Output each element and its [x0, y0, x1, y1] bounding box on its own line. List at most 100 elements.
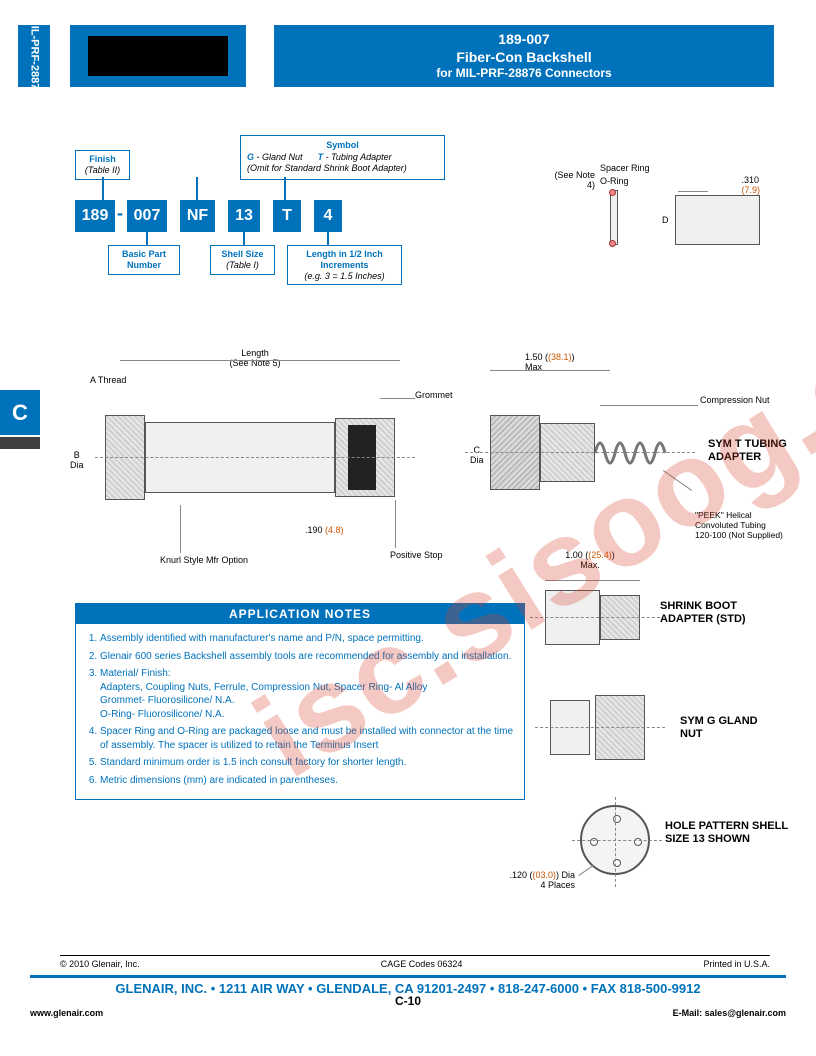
- builder-connector: [146, 232, 148, 246]
- section-tab-shadow: [0, 437, 40, 449]
- dim-100-max: Max.: [580, 560, 600, 570]
- hole-pattern-label: HOLE PATTERN SHELL SIZE 13 SHOWN: [665, 820, 795, 845]
- symbol-g-desc: - Gland Nut: [254, 152, 303, 162]
- footer-cage: CAGE Codes 06324: [381, 959, 463, 969]
- leader-line: [578, 865, 593, 876]
- builder-connector: [243, 232, 245, 246]
- finish-ref: (Table II): [85, 165, 120, 175]
- centerline: [95, 457, 415, 458]
- header-logo-bar: [70, 25, 246, 87]
- spacer-ring-diagram: (See Note 4) Spacer Ring O-Ring .310 (7.…: [550, 160, 780, 260]
- symbol-omit: (Omit for Standard Shrink Boot Adapter): [247, 163, 407, 173]
- builder-connector: [327, 232, 329, 246]
- shrink-boot-label: SHRINK BOOT ADAPTER (STD): [660, 600, 780, 625]
- app-note-1: Assembly identified with manufacturer's …: [100, 632, 516, 646]
- leader-line: [180, 505, 181, 553]
- footer-address: GLENAIR, INC. • 1211 AIR WAY • GLENDALE,…: [30, 975, 786, 996]
- leader-line: [600, 405, 698, 406]
- dim-150: 1.50 ((38.1)) Max: [525, 352, 575, 372]
- spacer-dim-mm: (7.9): [741, 185, 760, 195]
- app-notes-header: APPLICATION NOTES: [76, 604, 524, 624]
- centerline: [465, 452, 695, 453]
- app-note-6: Metric dimensions (mm) are indicated in …: [100, 774, 516, 788]
- code-symbol: T: [273, 200, 301, 232]
- dim-150-mm: (38.1): [548, 352, 572, 362]
- main-technical-diagram: A Thread Length (See Note 5) BDia Gromme…: [60, 360, 780, 610]
- dim-line: [490, 370, 610, 371]
- positive-stop-label: Positive Stop: [390, 550, 443, 560]
- footer-info-row: © 2010 Glenair, Inc. CAGE Codes 06324 Pr…: [60, 955, 770, 969]
- app-note-2: Glenair 600 series Backshell assembly to…: [100, 650, 516, 664]
- dim-190-in: .190: [305, 525, 323, 535]
- app-note-5: Standard minimum order is 1.5 inch consu…: [100, 756, 516, 770]
- centerline: [615, 797, 616, 887]
- sym-t-label: SYM T TUBING ADAPTER: [708, 438, 788, 463]
- application-notes: APPLICATION NOTES Assembly identified wi…: [75, 603, 525, 800]
- basic-part-box: Basic Part Number: [108, 245, 180, 275]
- spec-side-tab: MIL-PRF-28876: [18, 25, 50, 87]
- shell-size-ref: (Table I): [226, 260, 259, 270]
- code-basic: 007: [127, 200, 167, 232]
- finish-label: Finish: [89, 154, 116, 164]
- hole-dim-mm: (03.0): [532, 870, 556, 880]
- header-title-bar: 189-007 Fiber-Con Backshell for MIL-PRF-…: [274, 25, 774, 87]
- knurl-label: Knurl Style Mfr Option: [160, 555, 248, 565]
- hole-pattern-diagram: [580, 805, 650, 875]
- dim-100-mm: (25.4): [588, 550, 612, 560]
- finish-box: Finish (Table II): [75, 150, 130, 180]
- dim-100: 1.00 ((25.4)) Max.: [545, 550, 635, 570]
- o-ring-label: O-Ring: [600, 176, 629, 186]
- footer-contact-row: www.glenair.com E-Mail: sales@glenair.co…: [30, 1008, 786, 1018]
- dim-190-mm: (4.8): [325, 525, 344, 535]
- c-dia-label: CDia: [470, 445, 484, 465]
- centerline: [530, 617, 660, 618]
- spacer-ring-shape: [610, 190, 618, 245]
- code-shell: 13: [228, 200, 260, 232]
- centerline: [572, 840, 662, 841]
- sym-g-label: SYM G GLAND NUT: [680, 715, 780, 740]
- header-part-no: 189-007: [274, 31, 774, 49]
- length-label-group: Length (See Note 5): [215, 348, 295, 368]
- dim-190: .190 (4.8): [305, 525, 344, 535]
- symbol-box: Symbol G - Gland Nut T - Tubing Adapter …: [240, 135, 445, 180]
- builder-connector: [196, 177, 198, 200]
- centerline: [535, 727, 665, 728]
- code-dash: -: [117, 203, 123, 224]
- builder-connector: [102, 177, 104, 200]
- section-c-letter: C: [12, 400, 28, 426]
- d-label: D: [662, 215, 669, 225]
- hole-dim: .120 ((03.0)) Dia 4 Places: [490, 870, 575, 890]
- brand-logo: [88, 36, 228, 76]
- spacer-ring-label: Spacer Ring: [600, 163, 650, 173]
- app-note-4: Spacer Ring and O-Ring are packaged loos…: [100, 725, 516, 752]
- o-ring-shape: [609, 189, 616, 196]
- spacer-dim-in: .310: [741, 175, 759, 185]
- length-box: Length in 1/2 Inch Increments (e.g. 3 = …: [287, 245, 402, 285]
- code-series: 189: [75, 200, 115, 232]
- spacer-cylinder: [675, 195, 760, 245]
- symbol-header: Symbol: [247, 140, 438, 152]
- dim-150-in: 1.50: [525, 352, 543, 362]
- hole-dim-sfx: Dia: [561, 870, 575, 880]
- code-length: 4: [314, 200, 342, 232]
- footer-web: www.glenair.com: [30, 1008, 103, 1018]
- length-eg: (e.g. 3 = 1.5 Inches): [304, 271, 384, 281]
- section-c-tab: C: [0, 390, 40, 435]
- leader-line: [395, 500, 396, 548]
- footer-page-number: C-10: [30, 994, 786, 1008]
- dim-100-in: 1.00: [565, 550, 583, 560]
- b-dia-label: BDia: [70, 450, 84, 470]
- builder-connector: [284, 177, 286, 200]
- footer-email: E-Mail: sales@glenair.com: [673, 1008, 786, 1018]
- shell-size-label: Shell Size: [221, 249, 263, 259]
- shell-size-box: Shell Size (Table I): [210, 245, 275, 275]
- a-thread-label: A Thread: [90, 375, 126, 385]
- basic-part-label: Basic Part Number: [122, 249, 166, 270]
- footer-copyright: © 2010 Glenair, Inc.: [60, 959, 140, 969]
- dim-line: [545, 580, 640, 581]
- hole-places: 4 Places: [540, 880, 575, 890]
- dim-line: [678, 191, 708, 192]
- header-subtitle: for MIL-PRF-28876 Connectors: [274, 66, 774, 81]
- spec-side-tab-text: MIL-PRF-28876: [28, 17, 40, 96]
- see-note-4: (See Note 4): [550, 170, 595, 190]
